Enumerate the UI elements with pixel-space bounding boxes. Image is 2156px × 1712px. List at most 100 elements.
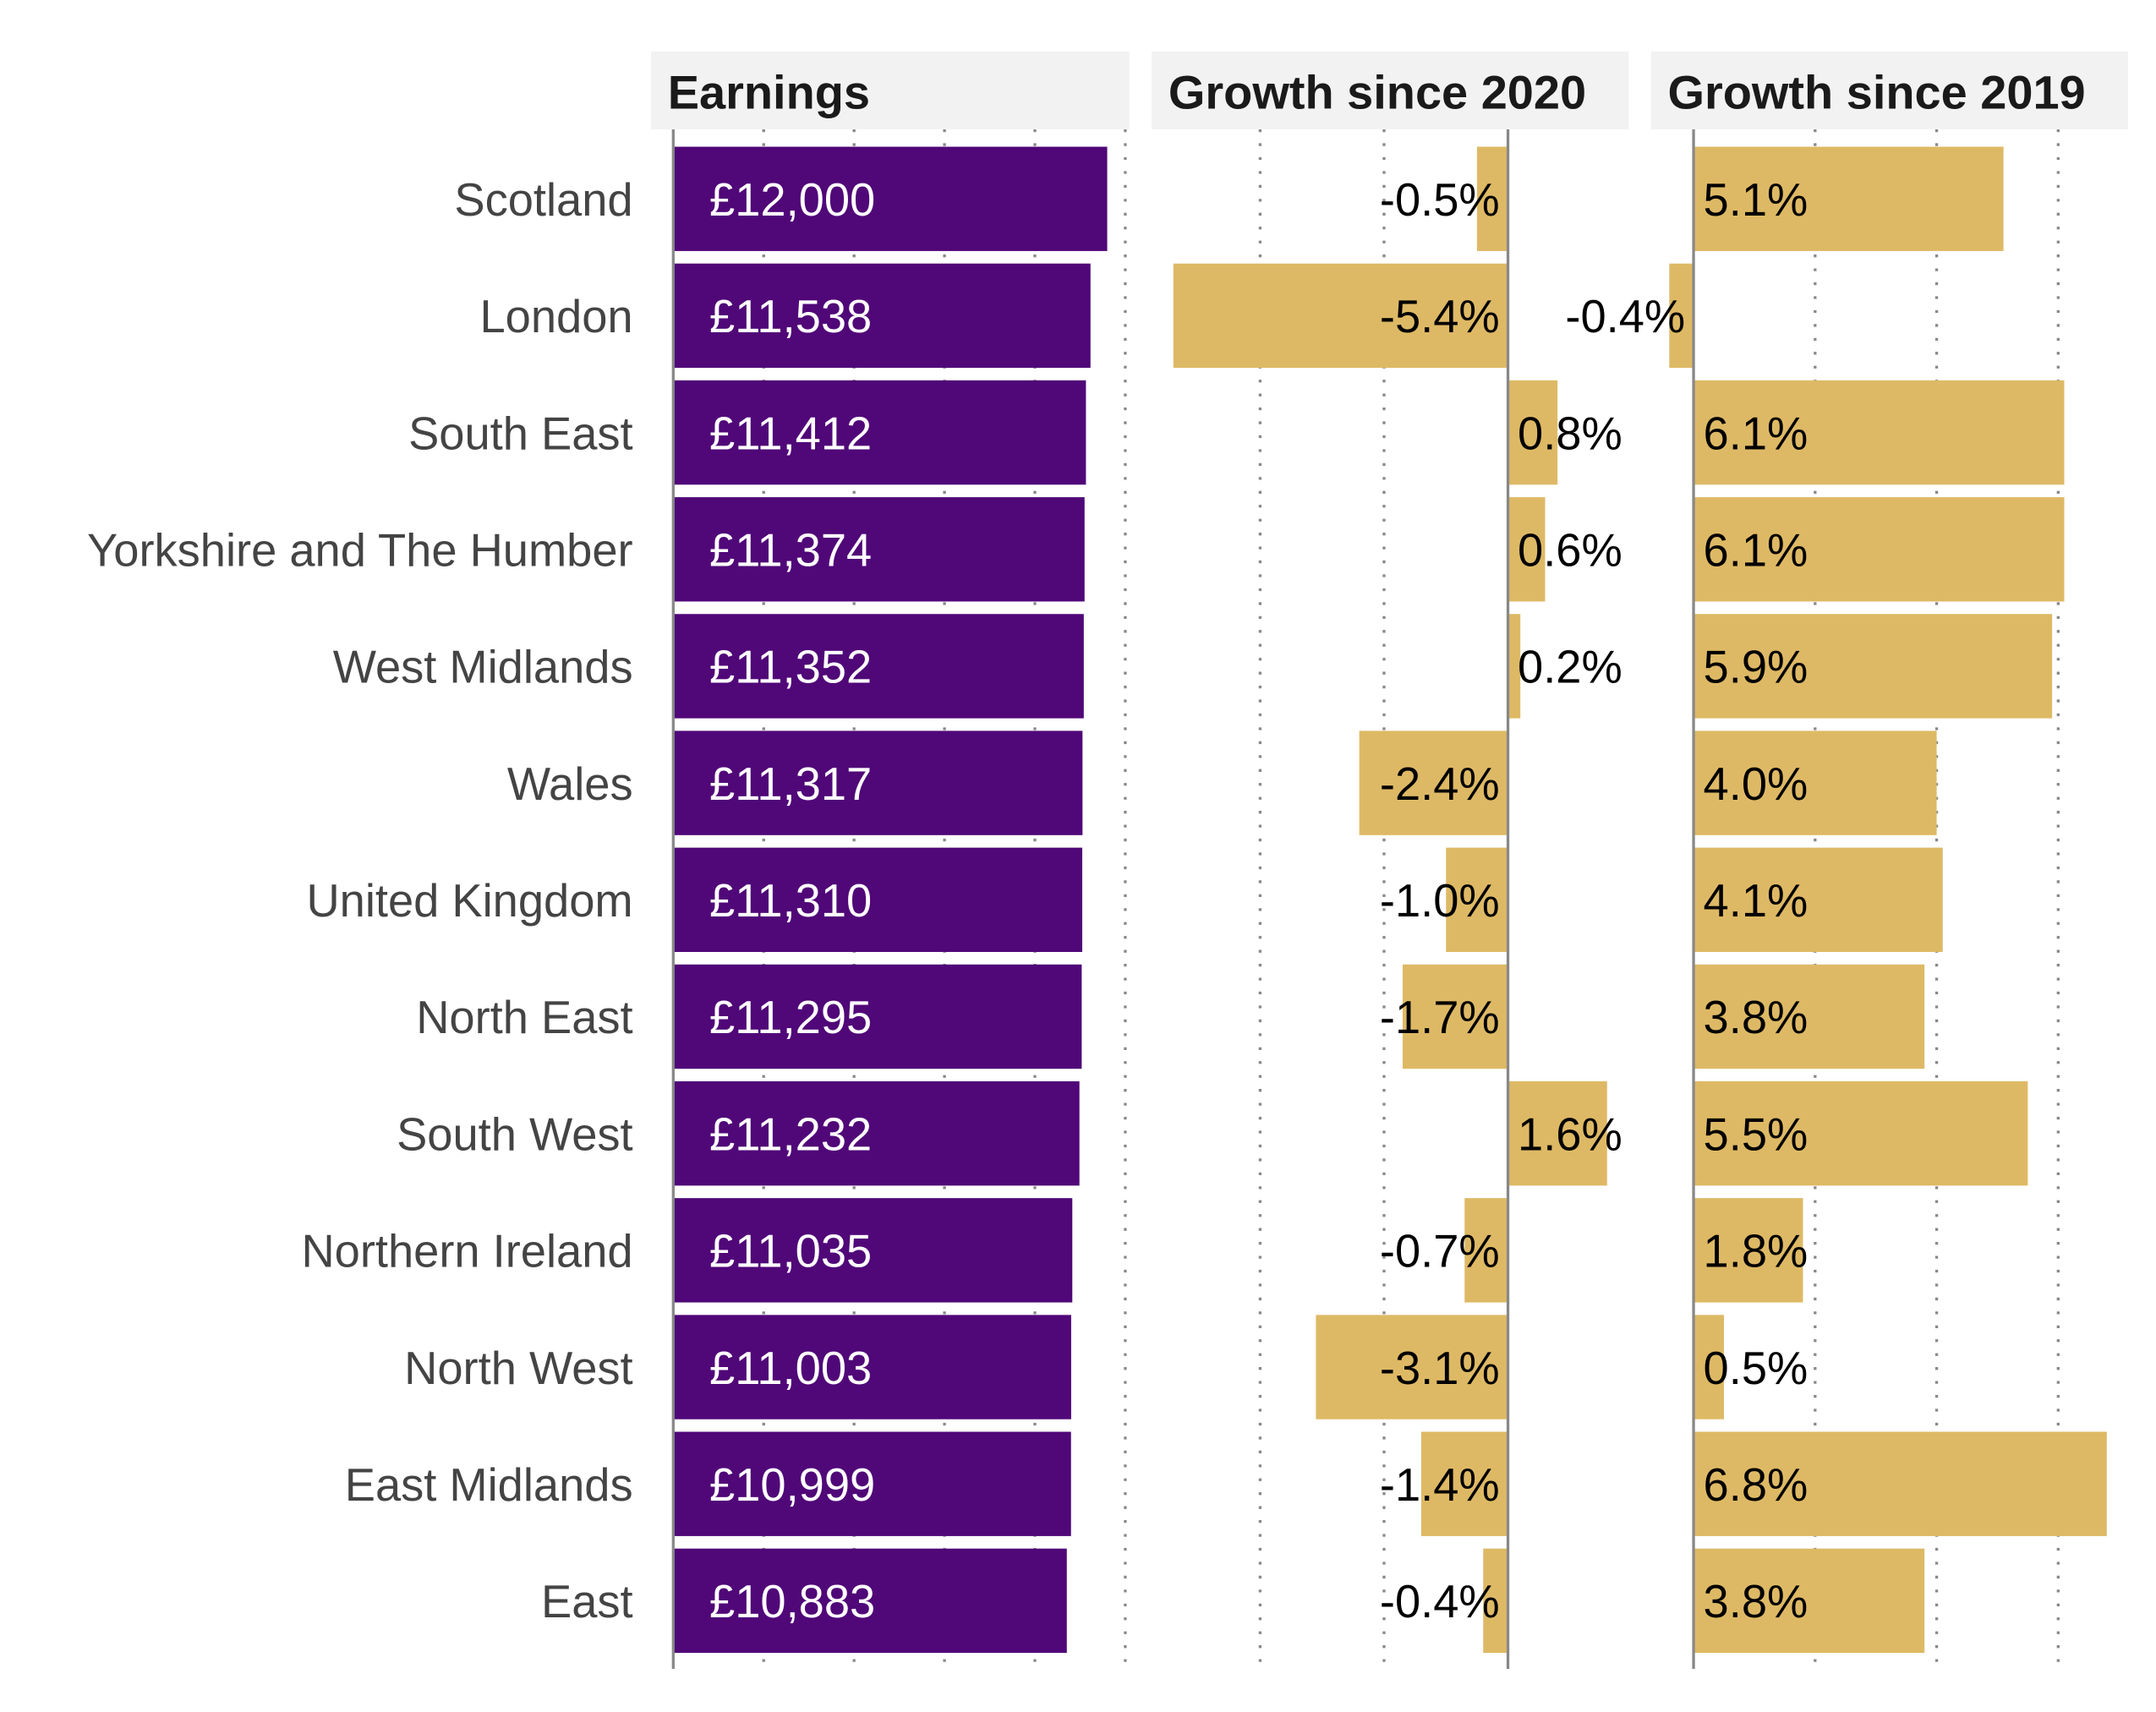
bar <box>1694 1431 2107 1536</box>
bar <box>1694 1198 1803 1303</box>
bar <box>1694 146 2004 251</box>
data-label: 4.0% <box>1704 758 1809 810</box>
data-label: £11,538 <box>709 291 872 342</box>
bar <box>1173 263 1508 369</box>
bar <box>673 497 1085 602</box>
bar <box>1694 1548 1925 1654</box>
category-label: Wales <box>507 758 633 810</box>
data-label: -0.5% <box>1380 174 1500 226</box>
data-label: £11,295 <box>709 992 872 1043</box>
bar <box>1508 497 1546 602</box>
panel-title: Growth since 2020 <box>1168 65 1586 118</box>
bar <box>673 1198 1073 1303</box>
bar <box>673 964 1082 1069</box>
data-label: -0.4% <box>1565 291 1685 342</box>
bar <box>673 263 1091 369</box>
category-label: East Midlands <box>345 1459 633 1511</box>
bar <box>673 847 1083 953</box>
panel-title: Earnings <box>668 65 870 118</box>
bar <box>673 614 1084 719</box>
bar <box>1508 614 1521 719</box>
data-label: 3.8% <box>1704 1576 1809 1627</box>
panel-earnings: Earnings £12,000 £11,538 £11,412 £11,374 £11,… <box>650 51 1130 1670</box>
data-label: 5.1% <box>1704 174 1809 226</box>
bar <box>673 1080 1080 1186</box>
panel-header-background <box>650 51 1130 129</box>
data-label: -3.1% <box>1380 1343 1500 1394</box>
data-label: -1.7% <box>1380 992 1500 1043</box>
bar <box>1508 1080 1607 1186</box>
data-label: 6.8% <box>1704 1459 1809 1511</box>
bar <box>673 1548 1067 1654</box>
data-label: £11,317 <box>709 758 872 810</box>
data-label: 5.9% <box>1704 642 1809 693</box>
category-label: London <box>480 291 633 342</box>
data-label: 6.1% <box>1704 525 1809 577</box>
bar <box>1420 1431 1508 1536</box>
bar <box>1359 730 1508 835</box>
panel-growth-since-2019: Growth since 2019 5.1% -0.4% 6.1% 6.1% 5.9% 4.… <box>1565 51 2128 1670</box>
bar <box>673 1431 1071 1536</box>
panel-header-background <box>1152 51 1629 129</box>
data-label: £11,412 <box>709 407 872 459</box>
data-label: -0.4% <box>1380 1576 1500 1627</box>
bar <box>1483 1548 1508 1654</box>
bar <box>673 380 1086 485</box>
data-label: £11,003 <box>709 1343 872 1394</box>
data-label: £10,999 <box>709 1459 875 1511</box>
bar <box>1694 847 1943 953</box>
bar <box>1464 1198 1508 1303</box>
category-label: South East <box>408 407 632 459</box>
category-label: East <box>541 1576 633 1627</box>
bar <box>1316 1315 1508 1419</box>
data-label: 0.5% <box>1704 1343 1809 1394</box>
bar <box>673 730 1083 835</box>
data-label: 1.6% <box>1518 1108 1622 1160</box>
category-label: North West <box>404 1343 632 1394</box>
panel-growth-since-2020: Growth since 2020 -0.5% -5.4% 0.8% 0.6% 0.2% -… <box>1152 51 1629 1670</box>
data-label: 0.8% <box>1518 407 1622 459</box>
category-label: United Kingdom <box>306 875 632 927</box>
data-label: 6.1% <box>1704 407 1809 459</box>
category-label: South West <box>397 1108 633 1160</box>
bar <box>1508 380 1558 485</box>
bar <box>1694 614 2053 719</box>
bar <box>1694 1080 2028 1186</box>
bar <box>1476 146 1508 251</box>
category-label: Scotland <box>454 174 632 226</box>
bar <box>1694 380 2065 485</box>
bar <box>1694 1315 1724 1419</box>
data-label: 4.1% <box>1704 875 1809 927</box>
data-label: £12,000 <box>709 174 875 226</box>
bar <box>1694 497 2065 602</box>
bar <box>1669 263 1694 369</box>
data-label: £11,352 <box>709 642 872 693</box>
panel-title: Growth since 2019 <box>1667 65 2085 118</box>
data-label: -2.4% <box>1380 758 1500 810</box>
bar <box>673 146 1108 251</box>
category-label: Northern Ireland <box>301 1226 632 1277</box>
data-label: 3.8% <box>1704 992 1809 1043</box>
data-label: -1.0% <box>1380 875 1500 927</box>
data-label: £11,232 <box>709 1108 872 1160</box>
data-label: £10,883 <box>709 1576 875 1627</box>
category-label: West Midlands <box>333 642 633 693</box>
data-label: 0.2% <box>1518 642 1622 693</box>
data-label: -0.7% <box>1380 1226 1500 1277</box>
bar <box>673 1315 1071 1419</box>
bar <box>1694 730 1937 835</box>
data-label: 5.5% <box>1704 1108 1809 1160</box>
category-label: Yorkshire and The Humber <box>87 525 633 577</box>
data-label: £11,035 <box>709 1226 872 1277</box>
data-label: £11,374 <box>709 525 872 577</box>
panel-header-background <box>1650 51 2128 129</box>
data-label: £11,310 <box>709 875 872 927</box>
data-label: -1.4% <box>1380 1459 1500 1511</box>
data-label: -5.4% <box>1380 291 1500 342</box>
bar <box>1446 847 1508 953</box>
data-label: 1.8% <box>1704 1226 1809 1277</box>
bar <box>1402 964 1508 1069</box>
data-label: 0.6% <box>1518 525 1622 577</box>
bar <box>1694 964 1925 1069</box>
